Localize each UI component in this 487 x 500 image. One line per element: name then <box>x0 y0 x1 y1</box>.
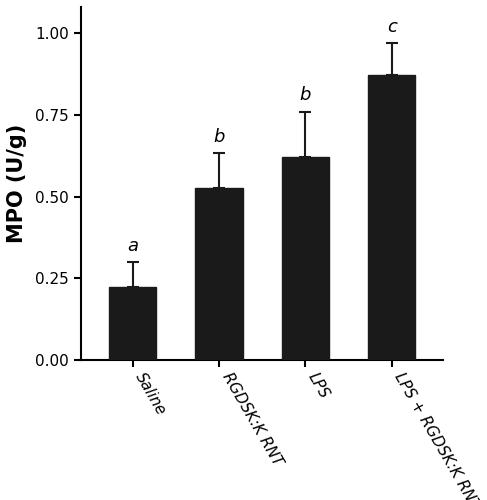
Bar <box>368 75 415 360</box>
Text: c: c <box>387 18 396 36</box>
Text: b: b <box>213 128 225 146</box>
Bar <box>281 158 329 360</box>
Text: b: b <box>300 86 311 104</box>
Text: a: a <box>127 236 138 254</box>
Bar <box>195 188 243 360</box>
Y-axis label: MPO (U/g): MPO (U/g) <box>7 124 27 243</box>
Bar <box>109 288 156 360</box>
